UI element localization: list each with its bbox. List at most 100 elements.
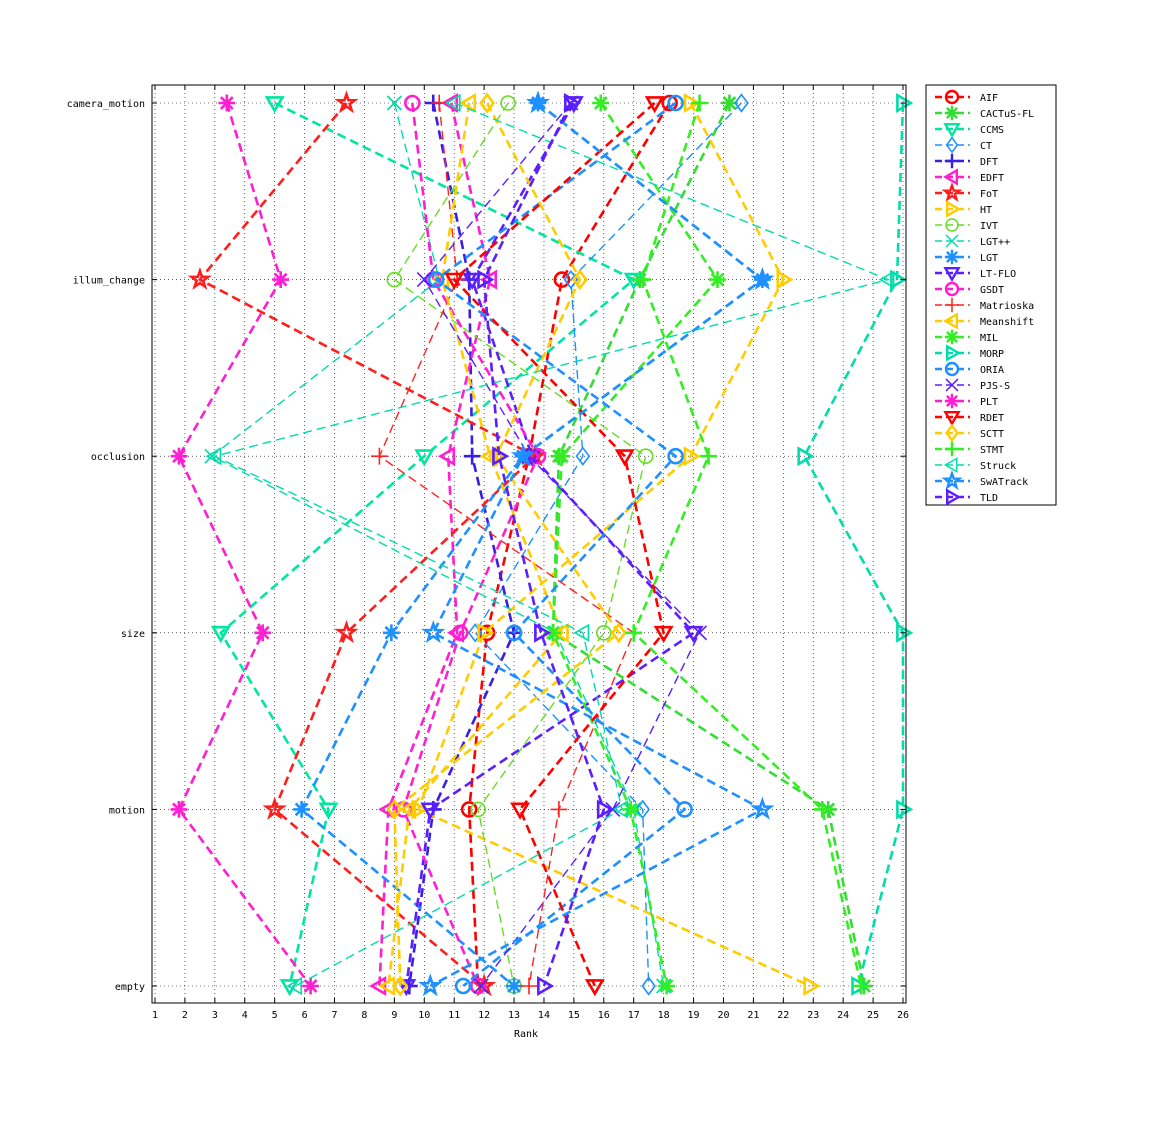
- series-point: [637, 448, 654, 465]
- x-tick-label: 14: [538, 1010, 550, 1021]
- x-tick-label: 17: [628, 1010, 640, 1021]
- legend-entry: FoT: [935, 181, 998, 203]
- series-point: [635, 799, 650, 820]
- series-point: [334, 90, 359, 114]
- legend-label: ORIA: [980, 365, 1004, 376]
- x-tick-label: 9: [391, 1010, 397, 1021]
- series-point: [264, 96, 285, 114]
- series-point: [444, 93, 461, 113]
- series-point: [890, 269, 908, 290]
- legend-label: GSDT: [980, 285, 1004, 296]
- series-point: [427, 271, 445, 288]
- x-tick-label: 7: [332, 1010, 338, 1021]
- series-point: [691, 625, 708, 641]
- series-point: [584, 979, 605, 997]
- legend-marker: [944, 329, 960, 345]
- x-tick-label: 26: [897, 1010, 909, 1021]
- legend: AIF CACTuS-FL CCMS CT DFT EDFT FoT HT IVT LGT++ LG…: [925, 84, 1057, 506]
- series-point: [187, 266, 212, 290]
- legend-marker: [945, 218, 959, 232]
- legend-entry: PLT: [935, 393, 998, 409]
- series-point: [803, 976, 821, 996]
- series-point: [510, 802, 530, 820]
- series-ccms: [210, 96, 644, 997]
- legend-label: IVT: [980, 221, 998, 232]
- series-point: [896, 799, 914, 820]
- series-point: [369, 976, 387, 996]
- series-point: [610, 622, 627, 644]
- series-point: [544, 624, 562, 642]
- legend-label: DFT: [980, 157, 998, 168]
- x-tick-label: 13: [508, 1010, 520, 1021]
- series-point: [520, 977, 538, 995]
- x-tick-label: 25: [867, 1010, 879, 1021]
- series-point: [852, 977, 870, 995]
- series-point: [378, 799, 396, 820]
- series-point: [286, 976, 303, 996]
- series-point: [709, 271, 726, 288]
- y-tick-label: camera_motion: [67, 99, 145, 110]
- series-mil: [544, 94, 726, 995]
- legend-marker: [944, 281, 960, 297]
- series-point: [454, 977, 472, 995]
- x-axis-title: Rank: [514, 1029, 538, 1040]
- series-point: [470, 801, 486, 818]
- x-tick-label: 12: [478, 1010, 490, 1021]
- legend-marker: [943, 267, 961, 282]
- series-point: [683, 446, 701, 467]
- legend-marker: [941, 469, 963, 491]
- x-tick-label: 2: [182, 1010, 188, 1021]
- legend-label: CT: [980, 141, 992, 152]
- series-lines: [170, 90, 914, 997]
- series-point: [392, 975, 409, 997]
- series-line: [387, 102, 564, 987]
- series-point: [254, 624, 272, 642]
- series-oria: [427, 94, 693, 995]
- legend-label: CACTuS-FL: [980, 109, 1034, 120]
- legend-marker: [944, 249, 960, 265]
- legend-entry: LGT: [935, 249, 998, 265]
- series-line: [393, 102, 621, 987]
- series-point: [653, 625, 674, 644]
- legend-entry: MORP: [935, 344, 1004, 362]
- series-point: [293, 801, 311, 818]
- x-tick-label: 22: [777, 1010, 789, 1021]
- legend-entry: TLD: [935, 488, 998, 506]
- x-tick-label: 3: [212, 1010, 218, 1021]
- legend-marker: [946, 200, 961, 218]
- series-point: [170, 447, 188, 465]
- series-tld: [477, 93, 615, 996]
- legend-entry: SCTT: [935, 423, 1004, 443]
- legend-entry: MIL: [935, 329, 998, 345]
- legend-label: RDET: [980, 413, 1004, 424]
- series-point: [553, 447, 571, 465]
- series-point: [463, 447, 481, 465]
- series-line: [551, 102, 866, 987]
- series-point: [382, 624, 400, 642]
- legend-marker: [944, 361, 960, 377]
- series-line: [467, 102, 671, 987]
- series-point: [500, 95, 516, 111]
- legend-marker: [946, 488, 961, 506]
- series-point: [371, 447, 388, 465]
- legend-marker: [944, 153, 960, 169]
- legend-entry: EDFT: [935, 168, 1004, 186]
- legend-marker: [944, 105, 960, 121]
- legend-marker: [944, 297, 960, 313]
- series-line: [177, 102, 312, 987]
- y-tick-label: occlusion: [91, 452, 145, 463]
- series-point: [592, 94, 610, 112]
- legend-label: HT: [980, 205, 992, 216]
- series-line: [219, 101, 637, 987]
- series-point: [473, 978, 489, 994]
- series-line: [632, 102, 863, 987]
- x-tick-label: 1: [152, 1010, 158, 1021]
- series-point: [658, 977, 676, 995]
- series-point: [420, 802, 441, 820]
- legend-marker: [944, 89, 960, 105]
- series-point: [210, 625, 231, 644]
- legend-entry: RDET: [935, 411, 1004, 426]
- series-line: [482, 102, 606, 987]
- series-point: [386, 798, 403, 820]
